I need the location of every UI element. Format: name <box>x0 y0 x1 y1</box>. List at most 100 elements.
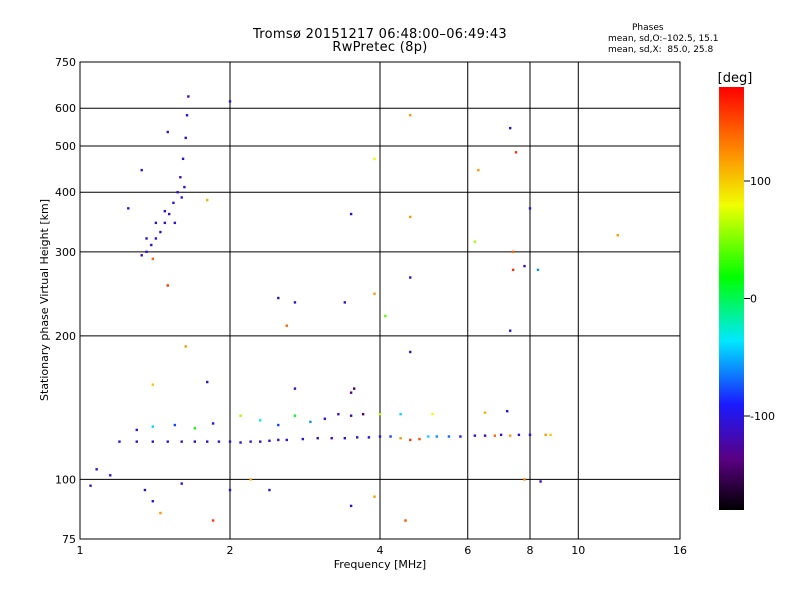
data-point <box>343 301 347 304</box>
data-point <box>505 409 509 413</box>
data-point <box>511 268 515 272</box>
data-point <box>293 301 297 304</box>
data-point <box>185 114 189 117</box>
data-point <box>211 422 215 425</box>
data-point <box>285 324 288 327</box>
data-point <box>277 296 280 300</box>
data-point <box>249 478 252 481</box>
data-point <box>163 221 167 225</box>
phases-heading: Phases <box>632 23 664 33</box>
data-point <box>151 500 155 503</box>
data-point <box>166 440 169 443</box>
data-point <box>150 243 153 247</box>
data-point <box>316 437 319 440</box>
data-point <box>151 257 155 261</box>
data-point <box>285 438 288 442</box>
y-tick-label: 100 <box>55 473 76 486</box>
data-point <box>173 221 177 225</box>
data-point <box>349 414 353 417</box>
data-point <box>228 440 232 443</box>
data-point <box>159 230 162 234</box>
data-point <box>349 212 353 216</box>
data-point <box>431 412 434 416</box>
y-tick-label: 300 <box>55 246 76 259</box>
data-point <box>361 412 365 416</box>
x-tick-label: 6 <box>464 544 471 557</box>
data-point <box>173 423 177 427</box>
data-point <box>427 435 430 438</box>
data-point <box>473 240 477 243</box>
data-point <box>378 435 382 438</box>
data-point <box>127 207 130 210</box>
colorbar-ticks: 100 0 -100 <box>744 175 775 423</box>
data-point <box>544 433 547 437</box>
colorbar-label: [deg] <box>718 71 753 86</box>
data-point <box>268 488 271 492</box>
data-point <box>145 237 148 240</box>
data-point <box>404 519 407 522</box>
data-point <box>384 314 387 318</box>
data-point <box>523 478 526 481</box>
data-point <box>539 480 542 483</box>
data-point <box>373 157 376 161</box>
data-point <box>293 387 297 390</box>
data-point <box>511 250 515 254</box>
phase-stats-o: mean, sd,O:–102.5, 15.1 <box>608 34 719 44</box>
y-tick-label: 600 <box>55 102 76 115</box>
data-point <box>373 495 376 498</box>
data-point <box>477 168 480 172</box>
data-point <box>145 250 148 254</box>
data-point <box>378 412 382 416</box>
data-point <box>549 433 552 437</box>
x-tick-label: 10 <box>571 544 585 557</box>
data-point <box>228 488 232 492</box>
data-point <box>352 387 356 390</box>
data-point <box>151 440 155 443</box>
data-point <box>418 437 421 441</box>
data-point <box>483 411 487 414</box>
data-point <box>180 196 183 199</box>
data-point <box>409 438 412 442</box>
data-point <box>259 419 262 422</box>
data-point <box>409 276 412 279</box>
y-axis-label: Stationary phase Virtual Height [km] <box>38 199 51 401</box>
data-point <box>184 136 187 140</box>
data-point <box>181 157 185 161</box>
data-point <box>399 437 402 440</box>
x-tick-label: 16 <box>673 544 687 557</box>
data-point <box>176 191 179 194</box>
colorbar-tick-label: -100 <box>750 410 775 423</box>
data-point <box>309 420 312 424</box>
data-point <box>166 130 169 134</box>
data-point <box>293 414 297 417</box>
data-point <box>367 436 371 439</box>
chart-title: Tromsø 20151217 06:48:00–06:49:43 <box>252 27 508 42</box>
data-point <box>151 425 155 428</box>
data-point <box>205 440 209 443</box>
y-tick-label: 750 <box>55 56 76 69</box>
x-axis-label: Frequency [MHz] <box>334 558 426 571</box>
phase-stats-x: mean, sd,X: 85.0, 25.8 <box>608 45 714 55</box>
data-point <box>473 434 477 437</box>
data-point <box>493 434 497 437</box>
data-point <box>459 435 462 438</box>
data-point <box>184 345 187 348</box>
data-point <box>143 488 147 492</box>
data-point <box>508 329 512 332</box>
data-point <box>337 412 340 416</box>
data-point <box>447 435 451 438</box>
data-point <box>193 440 197 443</box>
data-point <box>159 511 162 515</box>
data-point <box>349 391 353 394</box>
y-tick-label: 400 <box>55 186 76 199</box>
data-point <box>409 114 412 117</box>
x-axis-ticks: 1 2 4 6 8 10 16 <box>77 544 688 557</box>
y-axis-ticks: 75 100 200 300 400 500 600 750 <box>55 56 76 546</box>
data-point <box>536 268 540 272</box>
x-tick-label: 8 <box>527 544 534 557</box>
data-point <box>95 468 98 471</box>
data-point <box>187 95 190 98</box>
data-point <box>151 383 155 386</box>
y-tick-label: 200 <box>55 330 76 343</box>
plot-frame <box>79 61 681 540</box>
